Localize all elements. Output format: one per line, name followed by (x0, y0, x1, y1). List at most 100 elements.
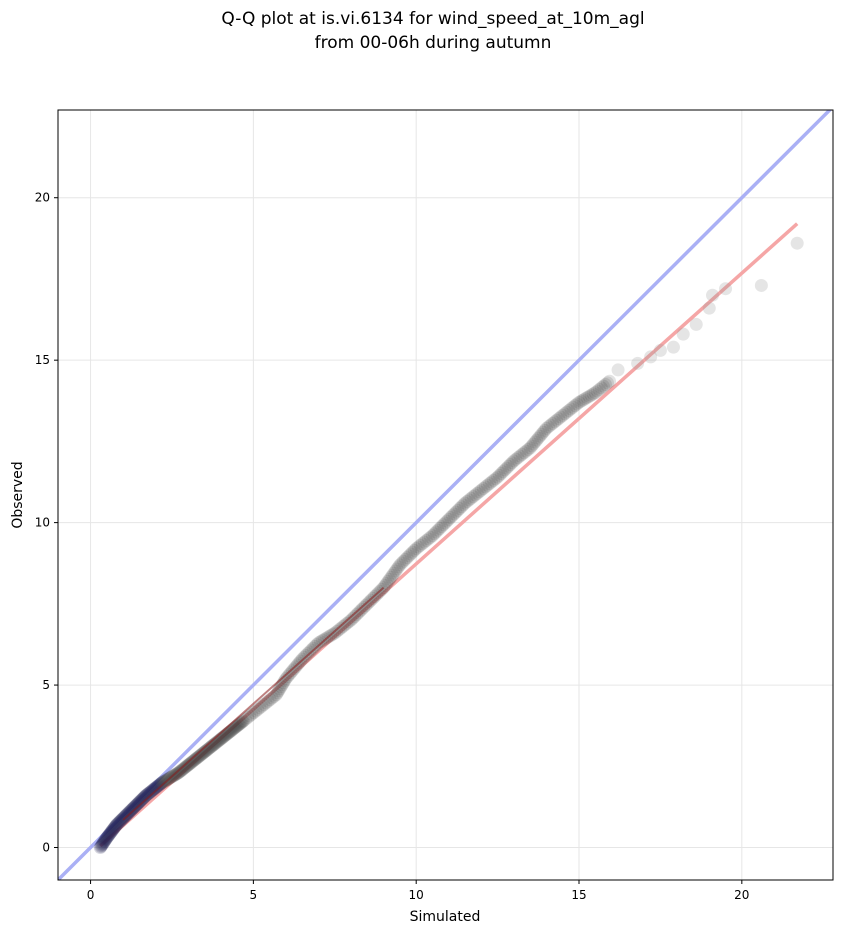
quantile-point (308, 639, 322, 653)
quantile-point (466, 490, 480, 504)
quantile-point (603, 374, 617, 388)
quantile-point (400, 551, 414, 565)
quantile-point (351, 606, 365, 620)
quantile-point (478, 480, 492, 494)
quantile-point (480, 478, 494, 492)
quantile-point (511, 451, 525, 465)
quantile-point (407, 543, 421, 557)
axis-ticks: 0 5 10 15 20 0 5 10 15 20 (35, 191, 750, 902)
quantile-point (132, 795, 146, 809)
quantile-point (425, 529, 439, 543)
quantile-point (152, 778, 166, 792)
quantile-point (498, 463, 512, 477)
quantile-point (349, 608, 363, 622)
x-tick-label: 0 (87, 888, 95, 902)
quantile-point (491, 470, 505, 484)
quantile-point (126, 801, 140, 815)
quantile-point (190, 751, 204, 765)
quantile-point (236, 715, 250, 729)
quantile-point (181, 758, 195, 772)
quantile-point (97, 836, 111, 850)
quantile-point (153, 777, 167, 791)
quantile-point (580, 391, 594, 405)
quantile-point (503, 457, 517, 471)
quantile-point (138, 789, 152, 803)
quantile-point (409, 542, 423, 556)
quantile-point (145, 784, 159, 798)
quantile-point (572, 395, 586, 409)
quantile-point (127, 800, 141, 814)
quantile-point (136, 791, 150, 805)
quantile-point (566, 400, 580, 414)
quantile-point (191, 750, 205, 764)
quantile-point (103, 827, 117, 841)
plot-data (58, 110, 833, 880)
quantile-point (594, 381, 608, 395)
quantile-point (442, 512, 456, 526)
quantile-point (193, 749, 207, 763)
quantile-point (237, 714, 251, 728)
quantile-point (116, 812, 130, 826)
quantile-point (541, 420, 555, 434)
quantile-point (105, 823, 119, 837)
quantile-point (281, 670, 295, 684)
quantile-point (123, 805, 137, 819)
quantile-point (232, 718, 246, 732)
quantile-point (357, 600, 371, 614)
quantile-point (360, 597, 374, 611)
tail-point (676, 327, 690, 341)
quantile-point (336, 620, 350, 634)
quantile-point (196, 746, 210, 760)
quantile-point (278, 674, 292, 688)
quantile-point (107, 821, 121, 835)
quantile-point (259, 696, 273, 710)
quantile-point (590, 384, 604, 398)
quantile-point (194, 747, 208, 761)
quantile-point (592, 382, 606, 396)
quantile-point (197, 745, 211, 759)
fit-line-overlay (122, 586, 385, 821)
quantile-point (444, 511, 458, 525)
quantile-point (117, 811, 131, 825)
quantile-point (146, 783, 160, 797)
x-tick-label: 15 (571, 888, 586, 902)
quantile-point (544, 418, 558, 432)
quantile-point (460, 494, 474, 508)
tail-point (689, 317, 703, 331)
quantile-point (462, 493, 476, 507)
chart-title-line2: from 00-06h during autumn (315, 33, 552, 53)
quantile-point (570, 397, 584, 411)
quantile-point (123, 804, 137, 818)
tail-point (611, 363, 625, 377)
quantile-point (574, 394, 588, 408)
quantile-point (391, 560, 405, 574)
quantile-point (521, 443, 535, 457)
quantile-point (105, 824, 119, 838)
quantile-point (454, 500, 468, 514)
tail-point (719, 282, 733, 296)
quantile-point (192, 750, 206, 764)
quantile-point (110, 818, 124, 832)
tail-point (790, 236, 804, 250)
quantile-point (427, 527, 441, 541)
quantile-point (533, 429, 547, 443)
quantile-point (482, 477, 496, 491)
fit-line (99, 222, 799, 848)
quantile-point (436, 518, 450, 532)
quantile-point (114, 813, 128, 827)
quantile-point (513, 449, 527, 463)
quantile-point (137, 790, 151, 804)
quantile-point (249, 704, 263, 718)
quantile-point (383, 572, 397, 586)
quantile-point (429, 525, 443, 539)
quantile-point (183, 757, 197, 771)
quantile-point (103, 826, 117, 840)
quantile-point (445, 509, 459, 523)
quantile-point (141, 787, 155, 801)
quantile-point (530, 433, 544, 447)
quantile-point (344, 613, 358, 627)
quantile-point (546, 417, 560, 431)
quantile-point (398, 552, 412, 566)
quantile-point (270, 686, 284, 700)
quantile-point (273, 682, 287, 696)
